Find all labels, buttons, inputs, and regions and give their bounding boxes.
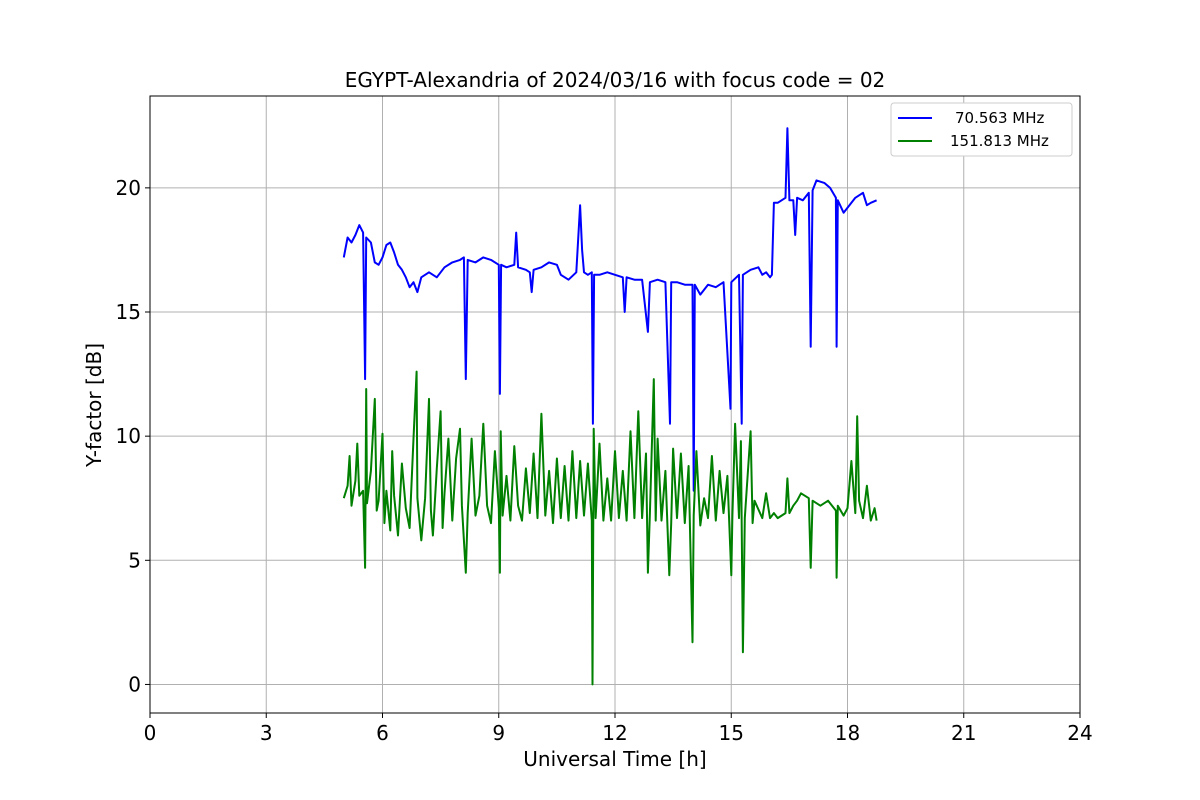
x-tick-label: 12 — [602, 721, 627, 745]
legend-label-70-563: 70.563 MHz — [955, 109, 1044, 127]
series-line-70-563-mhz — [342, 127, 877, 492]
chart-title: EGYPT-Alexandria of 2024/03/16 with focu… — [345, 68, 886, 92]
y-tick-label: 15 — [116, 300, 141, 324]
legend: 70.563 MHz 151.813 MHz — [890, 102, 1073, 157]
y-axis: 0 5 10 15 20 — [116, 176, 150, 696]
x-tick-label: 21 — [951, 721, 976, 745]
series-layer — [342, 127, 878, 686]
legend-box — [890, 102, 1073, 157]
series-line-151-813-mhz — [342, 370, 878, 686]
x-tick-label: 6 — [376, 721, 389, 745]
x-axis: 0 3 6 9 12 15 18 21 24 — [144, 713, 1093, 745]
y-axis-label: Y-factor [dB] — [82, 343, 106, 468]
x-tick-label: 0 — [144, 721, 157, 745]
x-axis-label: Universal Time [h] — [523, 747, 706, 771]
y-tick-label: 20 — [116, 176, 141, 200]
x-tick-label: 15 — [719, 721, 744, 745]
y-tick-label: 0 — [128, 672, 141, 696]
x-tick-label: 9 — [492, 721, 505, 745]
y-tick-label: 5 — [128, 548, 141, 572]
y-tick-label: 10 — [116, 424, 141, 448]
x-tick-label: 3 — [260, 721, 273, 745]
x-tick-label: 18 — [835, 721, 860, 745]
x-tick-label: 24 — [1067, 721, 1092, 745]
legend-label-151-813: 151.813 MHz — [950, 132, 1049, 150]
